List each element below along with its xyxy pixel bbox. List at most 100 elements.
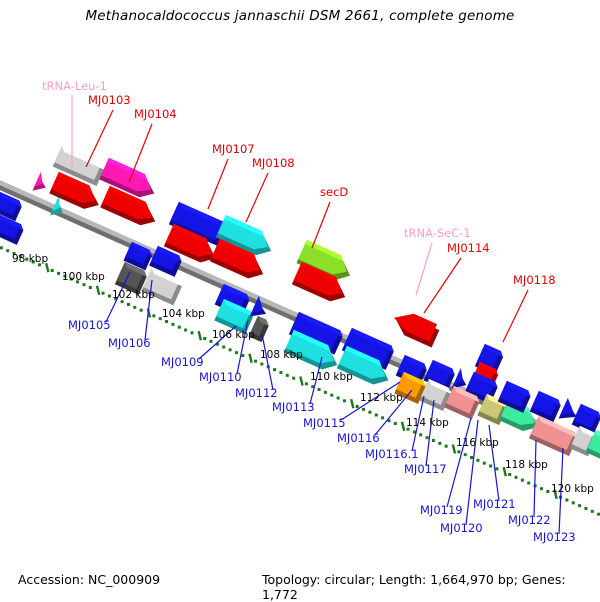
minor-tick [546, 490, 550, 493]
trna-pink-arrow[interactable] [32, 171, 50, 195]
gene-label-secd[interactable]: secD [320, 185, 348, 199]
gene-mj0120-salmon[interactable] [444, 385, 481, 420]
gene-red-e[interactable] [291, 261, 351, 306]
gene-label-mj0117[interactable]: MJ0117 [404, 462, 447, 476]
tick-label-114kbp: 114 kbp [406, 417, 449, 429]
minor-tick [158, 317, 162, 321]
gene-mj0115-blue[interactable] [341, 327, 396, 370]
minor-tick [171, 322, 175, 326]
gene-label-mj0106[interactable]: MJ0106 [108, 336, 151, 350]
gene-mj0122-salmon[interactable] [528, 415, 579, 457]
gene-mj0110-darkgray[interactable] [248, 315, 271, 343]
gene-red-a[interactable] [49, 171, 104, 214]
gene-label-mj0103[interactable]: MJ0103 [88, 93, 131, 107]
gene-blue-3[interactable] [149, 245, 183, 277]
minor-tick [317, 388, 321, 391]
gene-label-mj0116.1[interactable]: MJ0116.1 [365, 447, 419, 461]
gene-mj0115-cyan[interactable] [336, 345, 394, 390]
minor-tick [82, 283, 86, 287]
leader-line [128, 123, 153, 183]
gene-label-mj0110[interactable]: MJ0110 [199, 370, 242, 384]
gene-label-mj0119[interactable]: MJ0119 [420, 503, 463, 517]
gene-label-mj0116[interactable]: MJ0116 [337, 431, 380, 445]
leader-line [415, 242, 433, 296]
minor-tick [412, 430, 416, 434]
gene-mj0108-cyan[interactable] [215, 214, 277, 260]
tick-label-104kbp: 104 kbp [162, 308, 205, 320]
gene-label-mj0121[interactable]: MJ0121 [473, 497, 516, 511]
gene-label-mj0123[interactable]: MJ0123 [533, 530, 576, 544]
gene-mj0113-cyan[interactable] [283, 329, 343, 374]
tick-label-110kbp: 110 kbp [310, 371, 353, 383]
leader-line [198, 325, 237, 360]
gene-blue-1[interactable] [0, 213, 25, 245]
leader-line [446, 417, 472, 508]
gene-label-trna-sec-1[interactable]: tRNA-SeC-1 [404, 226, 471, 240]
minor-tick [304, 382, 308, 386]
leader-line [465, 419, 479, 526]
gene-blue-small-1[interactable] [249, 295, 272, 322]
minor-tick [37, 263, 41, 267]
gene-label-mj0118[interactable]: MJ0118 [513, 273, 556, 287]
minor-tick [482, 461, 486, 465]
minor-tick [57, 271, 61, 275]
minor-tick [463, 453, 467, 457]
gene-blue-8[interactable] [497, 380, 533, 413]
minor-tick [520, 478, 524, 482]
trna-cyan-arrow[interactable] [50, 195, 68, 220]
gene-mj0107-blue[interactable] [168, 201, 228, 247]
minor-tick [114, 297, 118, 301]
tick-label-106kbp: 106 kbp [212, 329, 255, 341]
gene-label-mj0109[interactable]: MJ0109 [161, 355, 204, 369]
gene-mj0117-orange[interactable] [394, 371, 427, 404]
gene-mj0109-cyan[interactable] [214, 298, 255, 335]
minor-tick [425, 436, 429, 440]
minor-tick [184, 328, 188, 332]
minor-tick [292, 376, 296, 380]
gene-mj0123-spring[interactable] [585, 429, 600, 465]
minor-tick [190, 331, 194, 335]
gene-blue-2[interactable] [123, 241, 153, 271]
gene-label-mj0108[interactable]: MJ0108 [252, 156, 295, 170]
gene-blue-9[interactable] [529, 390, 563, 423]
gene-label-mj0104[interactable]: MJ0104 [134, 107, 177, 121]
gene-label-mj0114[interactable]: MJ0114 [447, 241, 490, 255]
gene-secd-green[interactable] [296, 239, 356, 285]
gene-mj0104-magenta[interactable] [99, 157, 160, 202]
gene-blue-6[interactable] [451, 367, 472, 393]
gene-blue-10[interactable] [558, 397, 583, 425]
gene-mj0113-blue[interactable] [288, 311, 345, 355]
gene-label-mj0113[interactable]: MJ0113 [272, 400, 315, 414]
minor-tick [31, 260, 35, 264]
leader-line [207, 158, 229, 210]
gene-feature-layer[interactable] [0, 145, 600, 465]
gene-blue-0[interactable] [0, 191, 24, 222]
gene-red-f[interactable] [389, 307, 441, 348]
gene-label-mj0107[interactable]: MJ0107 [212, 142, 255, 156]
minor-tick [0, 246, 3, 250]
gene-label-mj0105[interactable]: MJ0105 [68, 318, 111, 332]
gene-label-mj0122[interactable]: MJ0122 [508, 513, 551, 527]
gene-blue-11[interactable] [571, 403, 600, 435]
minor-tick [215, 342, 219, 346]
gene-label-mj0120[interactable]: MJ0120 [440, 521, 483, 535]
gene-red-d[interactable] [209, 238, 269, 283]
minor-tick [50, 269, 54, 272]
major-tick [502, 466, 508, 477]
minor-tick [133, 305, 137, 309]
gene-label-mj0115[interactable]: MJ0115 [303, 416, 346, 430]
gene-red-b[interactable] [100, 185, 161, 230]
gene-mj0119-lightgray[interactable] [419, 378, 452, 411]
minor-tick [18, 254, 22, 258]
gene-red-c[interactable] [163, 223, 221, 268]
gene-label-trna-leu-1[interactable]: tRNA-Leu-1 [42, 79, 107, 93]
minor-tick [578, 504, 582, 508]
leader-line [245, 172, 269, 223]
leader-line [144, 279, 153, 341]
minor-tick [387, 419, 391, 423]
gene-label-mj0112[interactable]: MJ0112 [235, 386, 278, 400]
accession-text: Accession: NC_000909 [18, 572, 161, 587]
gene-blue-5[interactable] [423, 359, 457, 392]
